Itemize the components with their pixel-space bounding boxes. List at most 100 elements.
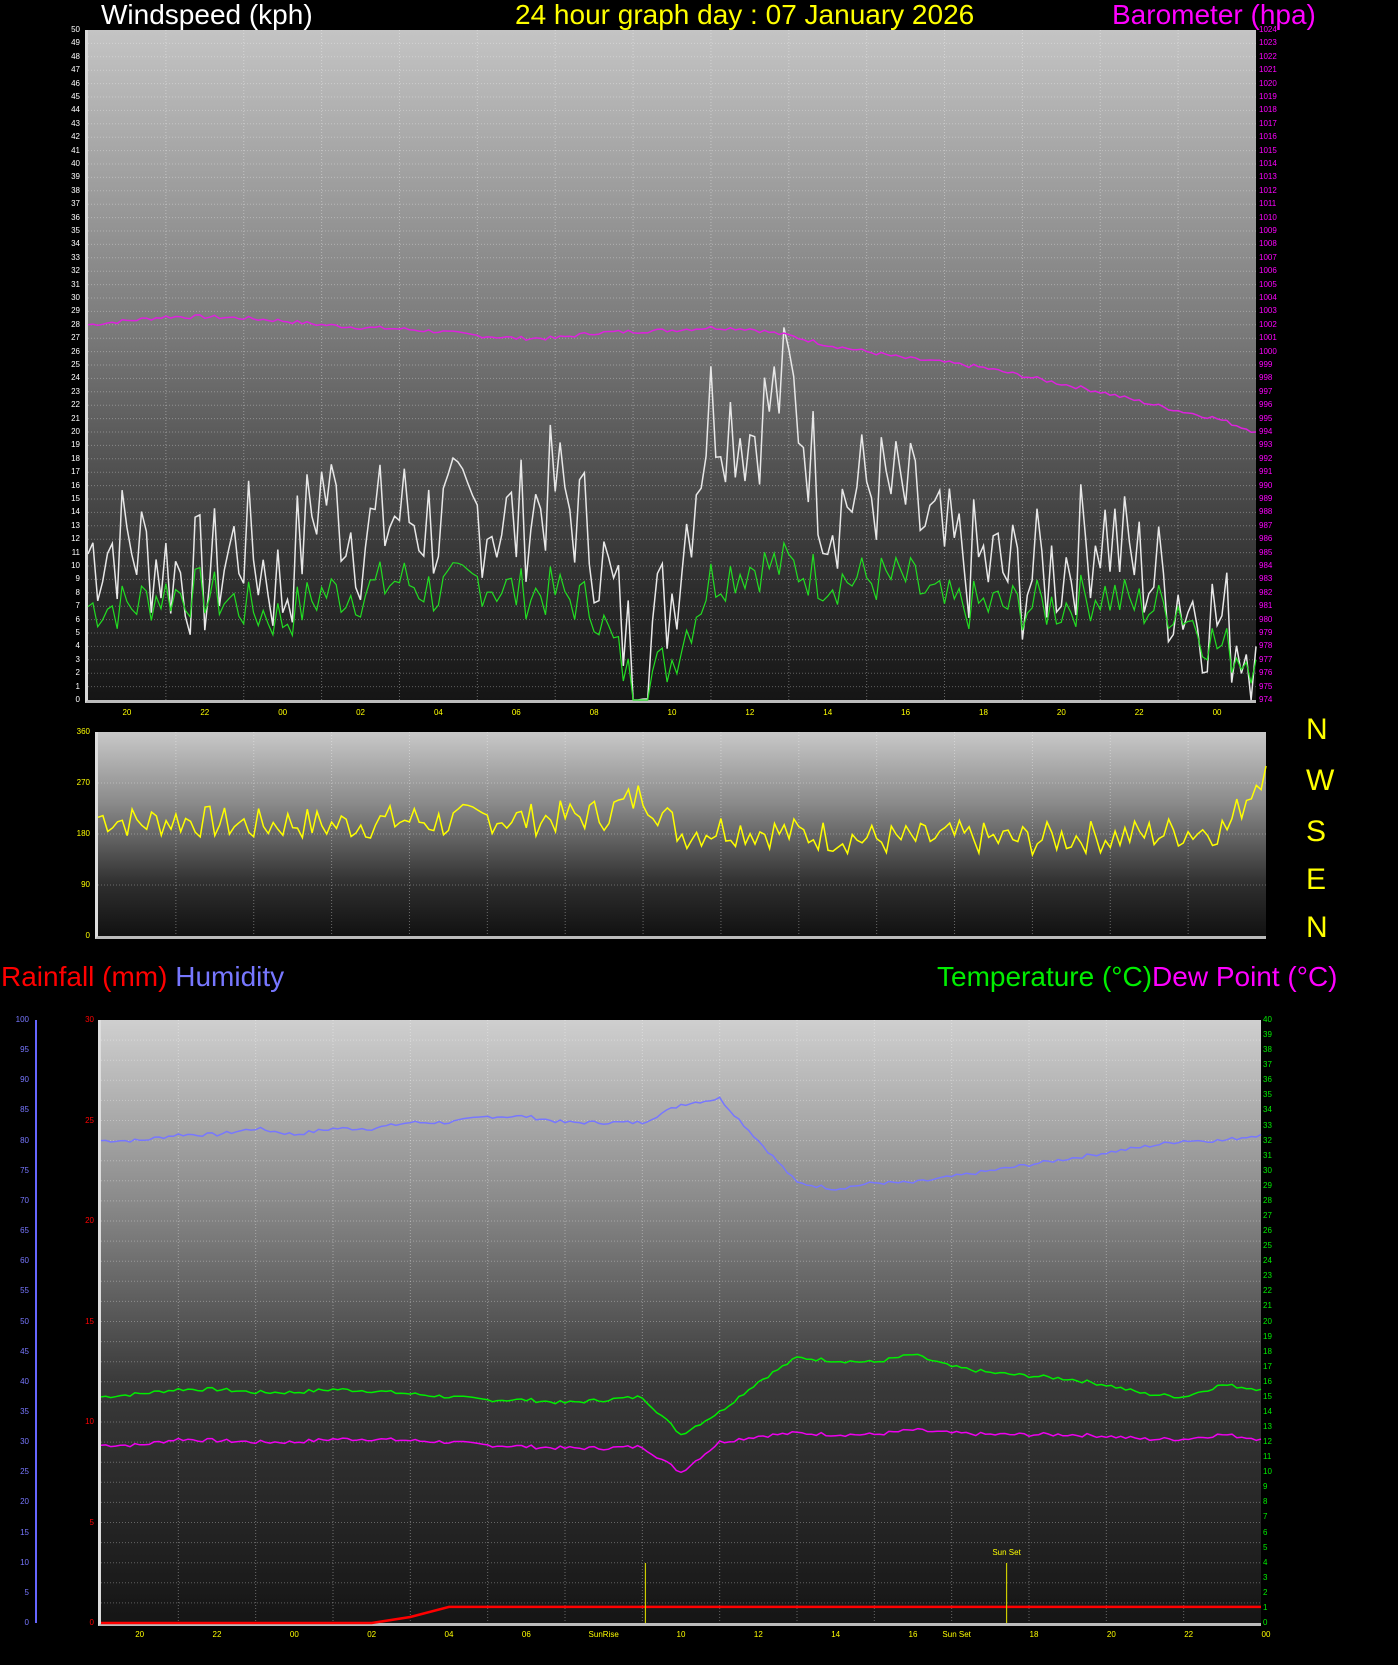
barometer-tick: 1002 [1259, 319, 1277, 329]
rainfall-tick: 30 [85, 1015, 94, 1024]
rainfall-title: Rainfall (mm) Humidity [1, 962, 284, 992]
time-tick: 10 [667, 708, 677, 717]
temperature-dewpoint-title: Temperature (°C)Dew Point (°C) [937, 962, 1338, 992]
windspeed-tick: 34 [71, 239, 80, 249]
windspeed-tick: 41 [71, 145, 80, 155]
direction-tick: 90 [81, 880, 90, 889]
time-tick: 06 [521, 1630, 531, 1639]
direction-tick: 360 [76, 727, 90, 736]
barometer-tick: 1006 [1259, 266, 1277, 276]
barometer-tick: 999 [1259, 360, 1273, 369]
windspeed-tick: 44 [71, 105, 80, 115]
temperature-tick: 19 [1263, 1331, 1272, 1341]
time-tick: 02 [356, 708, 365, 717]
barometer-tick: 1016 [1259, 132, 1277, 142]
windspeed-tick: 27 [71, 333, 80, 343]
humidity-tick: 10 [20, 1557, 29, 1567]
temperature-title-text: Temperature (°C) [937, 961, 1153, 992]
time-tick: 20 [1106, 1630, 1116, 1639]
humidity-tick: 55 [20, 1286, 29, 1296]
temperature-tick: 34 [1263, 1105, 1272, 1115]
barometer-tick: 975 [1259, 681, 1273, 691]
barometer-tick: 988 [1259, 507, 1273, 517]
windspeed-tick: 35 [71, 226, 80, 235]
humidity-tick: 45 [20, 1346, 29, 1356]
barometer-tick: 982 [1259, 587, 1273, 597]
rainfall-title-text: Rainfall (mm) [1, 961, 168, 992]
windspeed-tick: 36 [71, 212, 80, 222]
humidity-tick: 5 [24, 1587, 29, 1597]
barometer-tick: 991 [1259, 467, 1273, 477]
rainfall-tick: 15 [85, 1316, 94, 1326]
barometer-tick: 1005 [1259, 279, 1277, 289]
temperature-tick: 31 [1263, 1150, 1272, 1160]
barometer-tick: 978 [1259, 641, 1273, 651]
temperature-tick: 11 [1263, 1452, 1272, 1462]
humidity-tick: 90 [20, 1075, 29, 1085]
barometer-tick: 984 [1259, 561, 1273, 570]
time-tick: 00 [1261, 1630, 1271, 1639]
windspeed-tick: 50 [71, 25, 80, 34]
humidity-tick: 50 [20, 1316, 29, 1326]
barometer-tick: 1009 [1259, 226, 1277, 235]
temperature-tick: 2 [1263, 1587, 1268, 1597]
time-tick: 22 [1184, 1630, 1194, 1639]
windspeed-tick: 37 [71, 199, 80, 209]
windspeed-tick: 15 [71, 494, 80, 503]
temperature-tick: 26 [1263, 1226, 1272, 1236]
barometer-tick: 1013 [1259, 172, 1277, 182]
temperature-tick: 40 [1263, 1015, 1272, 1024]
barometer-tick: 977 [1259, 654, 1273, 664]
humidity-tick: 0 [24, 1618, 29, 1627]
barometer-tick: 992 [1259, 453, 1273, 463]
windspeed-tick: 40 [71, 159, 80, 168]
windspeed-tick: 30 [71, 293, 80, 302]
temperature-tick: 6 [1263, 1527, 1268, 1537]
temperature-tick: 32 [1263, 1135, 1272, 1145]
barometer-tick: 1023 [1259, 38, 1277, 48]
barometer-tick: 1022 [1259, 51, 1277, 61]
windspeed-tick: 46 [71, 78, 80, 88]
time-tick: 04 [444, 1630, 454, 1639]
barometer-tick: 987 [1259, 520, 1273, 530]
windspeed-tick: 48 [71, 51, 80, 61]
temperature-humidity-rain-plot [98, 1020, 1261, 1626]
barometer-tick: 1018 [1259, 105, 1277, 115]
windspeed-tick: 8 [75, 587, 80, 597]
temperature-tick: 36 [1263, 1075, 1272, 1085]
barometer-tick: 981 [1259, 601, 1273, 611]
windspeed-tick: 0 [75, 695, 80, 704]
temperature-tick: 38 [1263, 1045, 1272, 1055]
windspeed-tick: 49 [71, 38, 80, 48]
barometer-title: Barometer (hpa) [1112, 0, 1316, 30]
barometer-tick: 985 [1259, 547, 1273, 557]
temperature-tick: 13 [1263, 1422, 1272, 1432]
windspeed-tick: 22 [71, 400, 80, 410]
windspeed-tick: 47 [71, 65, 80, 75]
barometer-tick: 1020 [1259, 78, 1277, 88]
humidity-tick: 15 [20, 1527, 29, 1537]
temperature-tick: 23 [1263, 1271, 1272, 1281]
barometer-tick: 1008 [1259, 239, 1277, 249]
compass-label-e: E [1306, 863, 1327, 896]
windspeed-tick: 21 [71, 413, 80, 423]
temperature-tick: 29 [1263, 1180, 1272, 1190]
temperature-tick: 7 [1263, 1512, 1268, 1522]
humidity-tick: 85 [20, 1105, 29, 1115]
compass-label-n-bottom: N [1306, 911, 1328, 944]
windspeed-tick: 25 [71, 360, 80, 369]
time-tick: 16 [901, 708, 911, 717]
barometer-tick: 1017 [1259, 118, 1277, 128]
temperature-tick: 37 [1263, 1060, 1272, 1070]
direction-tick: 0 [85, 931, 90, 940]
compass-label-n-top: N [1306, 713, 1328, 746]
temperature-tick: 16 [1263, 1376, 1272, 1386]
barometer-tick: 983 [1259, 574, 1273, 584]
windspeed-tick: 10 [71, 561, 80, 570]
windspeed-tick: 39 [71, 172, 80, 182]
humidity-axis-line [35, 1020, 37, 1623]
time-tick: 22 [1134, 708, 1144, 717]
windspeed-tick: 2 [75, 668, 80, 678]
time-tick: 12 [753, 1630, 763, 1639]
barometer-tick: 1001 [1259, 333, 1277, 343]
